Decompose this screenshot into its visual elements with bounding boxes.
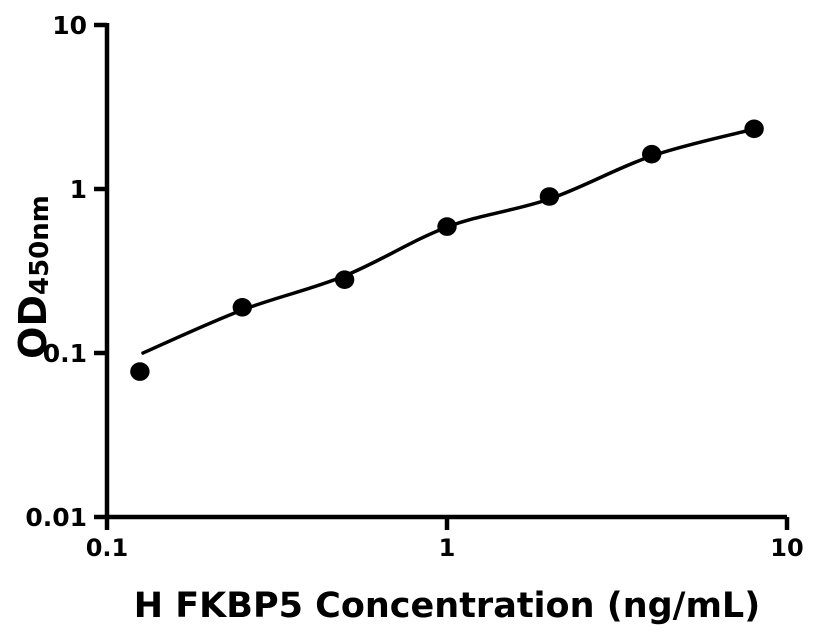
y-axis-title: OD450nm [11,195,55,359]
y-tick-label: 0.1 [43,339,87,368]
x-tick-label: 0.1 [86,534,129,562]
x-axis-title: H FKBP5 Concentration (ng/mL) [134,586,760,626]
x-tick-label: 1 [439,534,456,562]
data-point [232,298,252,317]
y-tick-label: 1 [70,175,87,204]
data-point [334,270,355,290]
data-point [539,187,560,206]
data-point [744,119,764,139]
x-tick-label: 10 [770,534,803,562]
data-point [437,217,457,236]
y-tick-label: 0.01 [25,503,87,532]
axes-layer [104,23,787,520]
y-axis-title-main: OD [11,295,55,359]
y-axis-title-subscript: 450nm [25,195,55,295]
data-point [642,144,662,164]
y-tick-label: 10 [52,11,87,40]
series-layer [130,119,764,381]
fit-curve [141,127,756,355]
data-point [130,362,150,381]
